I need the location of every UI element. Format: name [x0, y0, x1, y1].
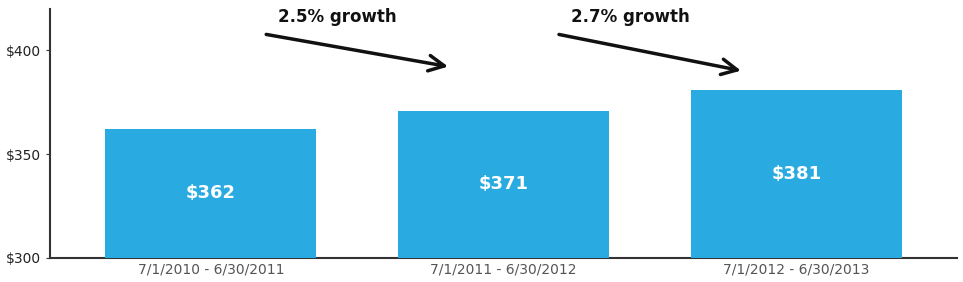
Text: $371: $371	[479, 175, 529, 193]
Text: $381: $381	[771, 165, 821, 183]
Bar	[691, 90, 901, 257]
Text: 2.5% growth: 2.5% growth	[278, 8, 397, 26]
Text: $362: $362	[186, 184, 236, 202]
Bar	[398, 111, 609, 257]
Bar	[105, 129, 316, 257]
Text: 2.7% growth: 2.7% growth	[571, 8, 690, 26]
